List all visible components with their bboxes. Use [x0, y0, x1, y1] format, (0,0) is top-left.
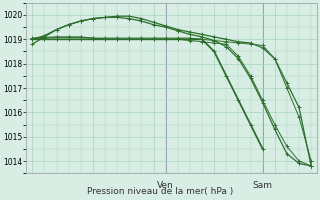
Text: Sam: Sam — [253, 181, 273, 190]
Text: Ven: Ven — [157, 181, 174, 190]
Text: Pression niveau de la mer( hPa ): Pression niveau de la mer( hPa ) — [87, 187, 233, 196]
